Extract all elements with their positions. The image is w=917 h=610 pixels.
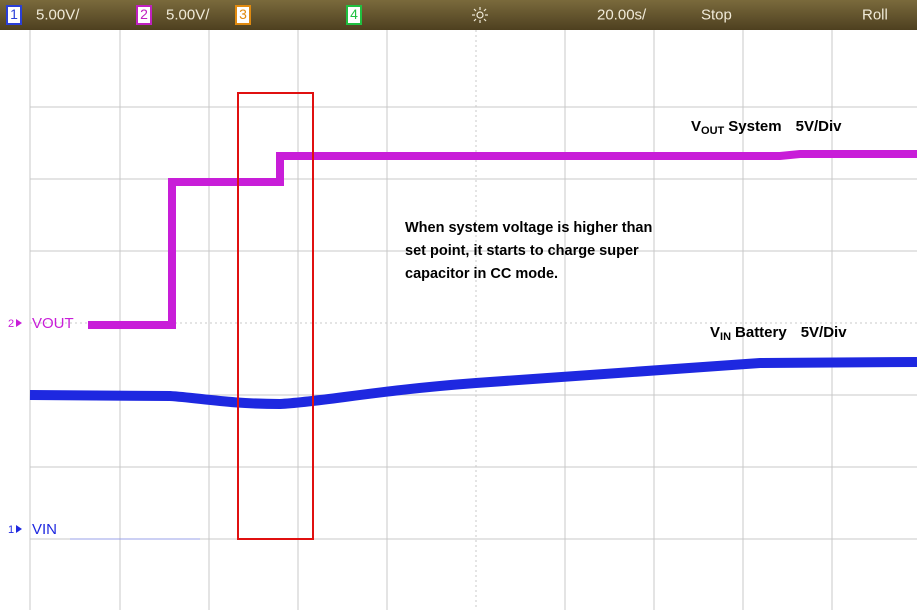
channel-badge (136, 5, 152, 25)
note-line: When system voltage is higher than (405, 220, 652, 236)
channel-badge (346, 5, 362, 25)
channel-number: 1 (10, 6, 18, 22)
ground-arrow (16, 525, 22, 533)
signal-name: System (728, 118, 781, 135)
channel-number: 4 (350, 6, 358, 22)
channel-scale: 5.00V/ (166, 6, 210, 23)
annotation: VOUT System 5V/Div (691, 118, 842, 137)
signal-name: Battery (735, 324, 787, 341)
channel-scale: 5.00V/ (36, 6, 80, 23)
symbol: V (710, 324, 720, 341)
status-bar (0, 0, 917, 30)
acquisition-status: Stop (701, 6, 732, 23)
channel-badge (235, 5, 251, 25)
vout-trace (88, 150, 917, 329)
symbol: V (691, 118, 701, 135)
ground-marker: 1 (8, 524, 14, 536)
brightness-icon (472, 7, 488, 23)
graticule (29, 30, 917, 610)
channel-number: 3 (239, 6, 247, 22)
scale: 5V/Div (796, 118, 843, 135)
trace-label: VOUT (32, 315, 74, 332)
annotation: VIN Battery 5V/Div (710, 324, 847, 343)
acquisition-mode: Roll (862, 6, 888, 23)
channel-number: 2 (140, 6, 148, 22)
note-line: set point, it starts to charge super (405, 243, 639, 259)
channel-badge (6, 5, 22, 25)
scale: 5V/Div (801, 324, 848, 341)
subscript: OUT (701, 125, 725, 137)
ground-marker: 2 (8, 318, 14, 330)
ground-arrow (16, 319, 22, 327)
highlight-box (237, 92, 314, 540)
note-line: capacitor in CC mode. (405, 266, 558, 282)
vin-trace (29, 357, 917, 410)
timebase: 20.00s/ (597, 6, 647, 23)
trace-label: VIN (32, 521, 57, 538)
subscript: IN (720, 331, 731, 343)
